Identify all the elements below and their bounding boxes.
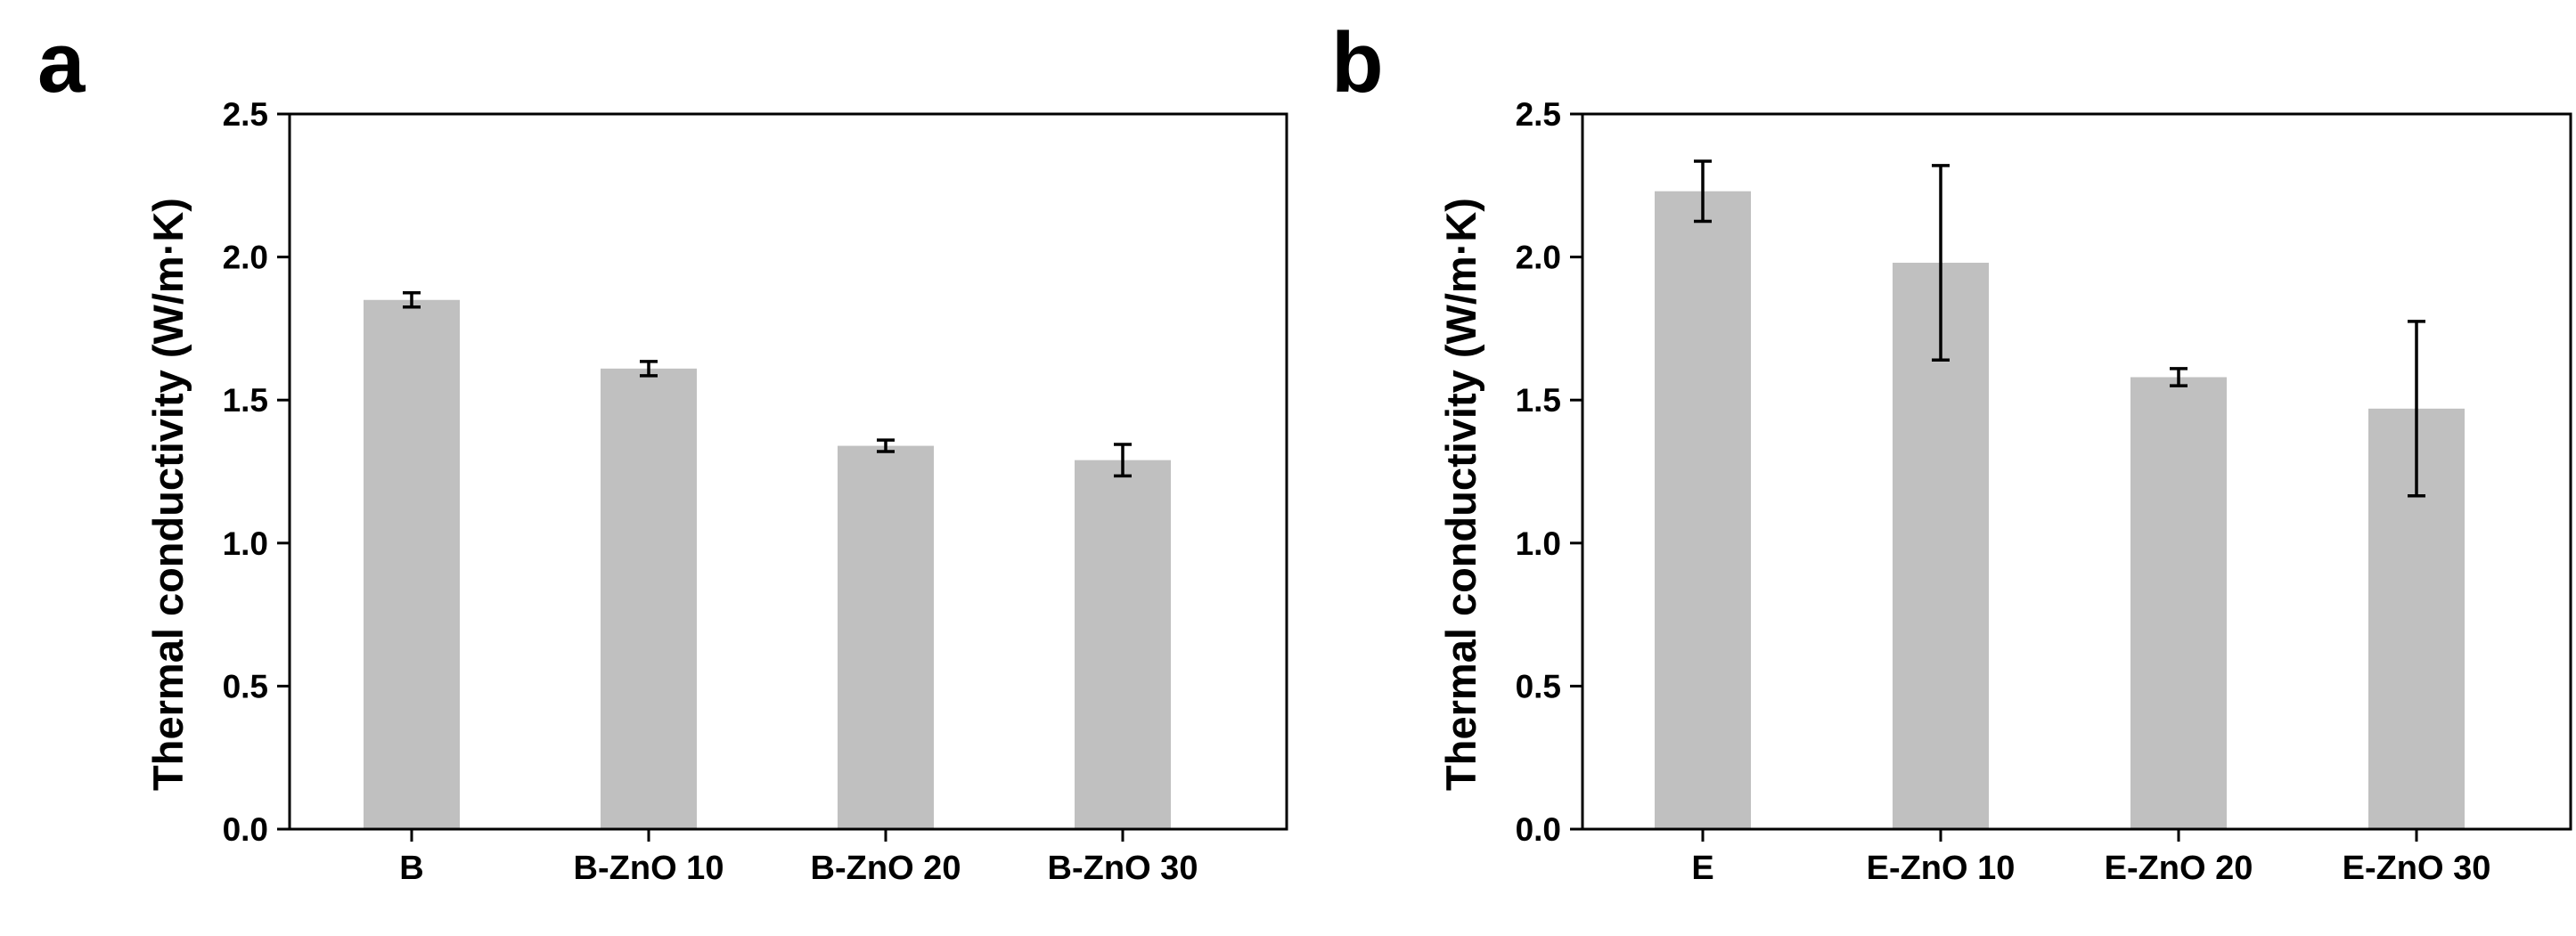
panel-a-x-tick-label-3: B-ZnO 20: [811, 850, 961, 887]
panel-a: a Thermal conductivity (W/m·K) 0.0 0.5 1.0…: [37, 15, 1288, 887]
panel-a-axes-frame: [288, 112, 1288, 831]
panel-a-y-tick-label-0: 0.0: [223, 811, 268, 848]
panel-b-x-tick-label-1: E: [1691, 850, 1713, 887]
panel-b-bar-1: [1655, 191, 1751, 829]
panel-b-error-bar-4: [2408, 320, 2425, 498]
panel-b-y-tick-label-3: 1.5: [1516, 382, 1561, 419]
panel-a-x-tick-label-4: B-ZnO 30: [1048, 850, 1198, 887]
panel-b-error-bar-1: [1694, 159, 1712, 224]
panel-b-bar-3: [2130, 377, 2227, 829]
panel-b-plot-area: 0.0 0.5 1.0 1.5 2.0 2.5 E E-ZnO 10 E-ZnO 20 E-ZnO…: [1516, 96, 2572, 887]
panel-a-x-tick-label-2: B-ZnO 10: [574, 850, 724, 887]
panel-a-error-bar-2: [640, 360, 658, 378]
panel-b-error-bar-3: [2170, 367, 2188, 387]
panel-b-letter: b: [1331, 15, 1384, 110]
panel-a-letter: a: [37, 15, 86, 110]
panel-b-y-tick-label-1: 0.5: [1516, 668, 1561, 704]
panel-b-x-tick-label-4: E-ZnO 30: [2343, 850, 2491, 887]
panel-a-y-tick-label-5: 2.5: [223, 96, 268, 133]
panel-b: b Thermal conductivity (W/m·K) 0.0 0.5 1.0…: [1331, 15, 2572, 887]
panel-b-y-tick-label-5: 2.5: [1516, 96, 1561, 133]
panel-a-y-tick-label-4: 2.0: [223, 240, 268, 276]
panel-a-y-axis-title: Thermal conductivity (W/m·K): [144, 198, 192, 791]
panel-b-y-tick-label-4: 2.0: [1516, 240, 1561, 276]
panel-a-x-tick-label-1: B: [399, 850, 423, 887]
panel-a-bar-4: [1075, 460, 1171, 829]
panel-b-x-tick-label-2: E-ZnO 10: [1867, 850, 2016, 887]
panel-a-error-bar-4: [1114, 443, 1132, 478]
panel-a-error-bar-3: [877, 438, 895, 453]
panel-a-bar-1: [364, 299, 460, 829]
panel-b-y-tick-label-0: 0.0: [1516, 811, 1561, 848]
panel-b-axes-frame: [1581, 112, 2572, 831]
panel-a-plot-area: 0.0 0.5 1.0 1.5 2.0 2.5 B B-ZnO 10 B-ZnO 20 B-ZnO…: [223, 96, 1288, 887]
panel-b-error-bar-2: [1932, 164, 1950, 362]
panel-b-y-axis-title: Thermal conductivity (W/m·K): [1437, 198, 1484, 791]
panel-a-y-tick-label-3: 1.5: [223, 382, 268, 419]
panel-a-y-tick-label-2: 1.0: [223, 525, 268, 562]
panel-a-error-bar-1: [403, 291, 421, 309]
panel-a-bar-3: [838, 445, 934, 829]
panel-a-bar-2: [601, 368, 697, 829]
panel-b-y-tick-label-2: 1.0: [1516, 525, 1561, 562]
panel-b-x-tick-label-3: E-ZnO 20: [2105, 850, 2253, 887]
panel-a-y-tick-label-1: 0.5: [223, 668, 268, 704]
